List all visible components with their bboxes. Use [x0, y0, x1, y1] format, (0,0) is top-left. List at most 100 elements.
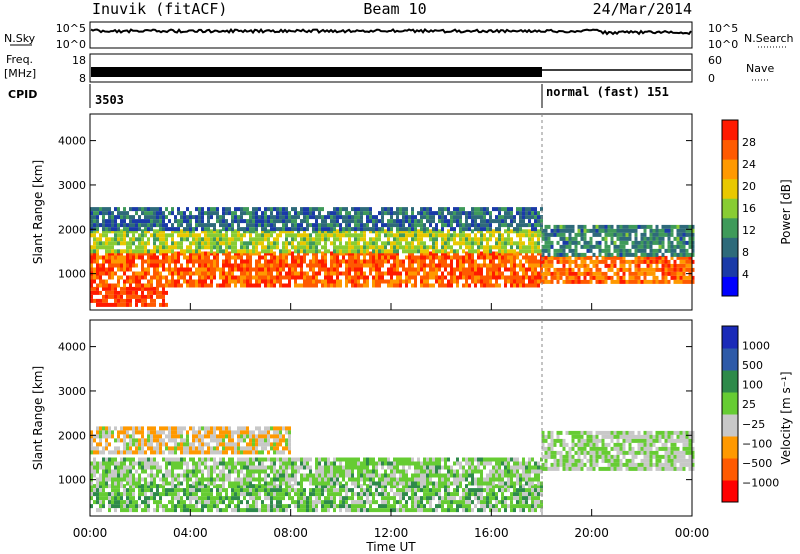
- heatmap-cell-0-1: [156, 263, 159, 268]
- heatmap-cell-0-3: [498, 211, 501, 216]
- heatmap-cell-1-1: [246, 481, 249, 486]
- heatmap-cell-0-3: [342, 219, 345, 224]
- heatmap-cell-1-0: [216, 496, 219, 501]
- heatmap-cell-0-2: [501, 245, 504, 250]
- heatmap-cell-0-1: [345, 263, 348, 268]
- heatmap-cell-0-2: [294, 237, 297, 242]
- heatmap-cell-0-4: [688, 255, 692, 260]
- heatmap-cell-0-2: [318, 237, 321, 242]
- heatmap-cell-0-4: [679, 271, 683, 276]
- heatmap-cell-1-0: [525, 504, 528, 509]
- heatmap-cell-0-1: [234, 255, 237, 260]
- heatmap-cell-1-1: [429, 473, 432, 478]
- heatmap-cell-0-3: [354, 223, 357, 228]
- heatmap-cell-1-0: [423, 508, 426, 513]
- heatmap-cell-0-1: [135, 271, 138, 276]
- heatmap-cell-0-4: [652, 267, 656, 272]
- heatmap-cell-0-3: [117, 211, 120, 216]
- heatmap-cell-1-0: [414, 488, 417, 493]
- heatmap-cell-0-1: [225, 263, 228, 268]
- heatmap-cell-1-0: [426, 488, 429, 493]
- heatmap-cell-0-2: [411, 233, 414, 238]
- heatmap-cell-0-3: [303, 215, 306, 220]
- heatmap-cell-1-0: [480, 484, 483, 489]
- heatmap-cell-0-1: [288, 251, 291, 256]
- heatmap-cell-0-4: [589, 275, 593, 280]
- heatmap-cell-0-2: [480, 245, 483, 250]
- heatmap-cell-0-2: [408, 229, 411, 234]
- heatmap-cell-1-1: [315, 473, 318, 478]
- heatmap-cell-0-2: [261, 233, 264, 238]
- heatmap-cell-0-2: [159, 249, 162, 254]
- heatmap-cell-0-2: [465, 233, 468, 238]
- heatmap-cell-1-1: [270, 469, 273, 474]
- heatmap-cell-0-2: [156, 229, 159, 234]
- heatmap-cell-1-1: [234, 465, 237, 470]
- heatmap-cell-0-1: [114, 255, 117, 260]
- heatmap-cell-0-5: [670, 252, 674, 257]
- heatmap-cell-0-4: [673, 275, 677, 280]
- heatmap-cell-0-2: [510, 237, 513, 242]
- heatmap-cell-0-3: [402, 207, 405, 212]
- heatmap-cell-0-3: [108, 223, 111, 228]
- heatmap-cell-0-1: [426, 271, 429, 276]
- heatmap-cell-0-4: [589, 259, 593, 264]
- heatmap-cell-0-3: [327, 215, 330, 220]
- heatmap-cell-0-3: [312, 211, 315, 216]
- heatmap-cell-0-5: [592, 252, 596, 257]
- heatmap-cell-1-0: [489, 484, 492, 489]
- heatmap-cell-1-1: [444, 473, 447, 478]
- heatmap-cell-0-1: [312, 263, 315, 268]
- heatmap-cell-1-0: [159, 496, 162, 501]
- heatmap-cell-1-0: [438, 488, 441, 493]
- heatmap-cell-1-0: [108, 504, 111, 509]
- heatmap-cell-0-1: [357, 267, 360, 272]
- heatmap-cell-0-5: [667, 228, 671, 233]
- heatmap-cell-0-3: [366, 215, 369, 220]
- heatmap-cell-1-0: [357, 508, 360, 513]
- heatmap-cell-0-3: [150, 207, 153, 212]
- heatmap-cell-0-1: [123, 267, 126, 272]
- heatmap-cell-0-1: [147, 255, 150, 260]
- heatmap-cell-0-1: [513, 255, 516, 260]
- heatmap-cell-0-2: [204, 241, 207, 246]
- heatmap-cell-1-0: [117, 496, 120, 501]
- heatmap-cell-0-3: [381, 211, 384, 216]
- heatmap-cell-1-1: [339, 457, 342, 462]
- heatmap-cell-0-3: [294, 207, 297, 212]
- heatmap-cell-0-1: [435, 263, 438, 268]
- heatmap-cell-0-5: [655, 252, 659, 257]
- heatmap-cell-0-3: [90, 223, 93, 228]
- heatmap-cell-1-1: [333, 465, 336, 470]
- heatmap-cell-1-0: [255, 492, 258, 497]
- heatmap-cell-1-0: [180, 488, 183, 493]
- heatmap-cell-0-4: [607, 275, 611, 280]
- heatmap-cell-1-0: [408, 508, 411, 513]
- heatmap-cell-0-3: [474, 227, 477, 232]
- heatmap-cell-0-4: [685, 255, 689, 260]
- heatmap-cell-1-0: [501, 496, 504, 501]
- heatmap-cell-1-1: [396, 457, 399, 462]
- heatmap-cell-0-2: [120, 229, 123, 234]
- heatmap-cell-1-0: [342, 496, 345, 501]
- heatmap-cell-1-0: [186, 504, 189, 509]
- heatmap-cell-1-1: [462, 477, 465, 482]
- heatmap-cell-0-4: [580, 255, 584, 260]
- heatmap-cell-0-3: [504, 211, 507, 216]
- heatmap-cell-1-1: [210, 465, 213, 470]
- heatmap-cell-0-3: [153, 219, 156, 224]
- heatmap-cell-0-2: [147, 237, 150, 242]
- heatmap-cell-0-5: [649, 252, 653, 257]
- heatmap-cell-1-0: [438, 484, 441, 489]
- heatmap-cell-0-4: [673, 263, 677, 268]
- heatmap-cell-0-3: [123, 219, 126, 224]
- heatmap-cell-0-3: [261, 223, 264, 228]
- heatmap-cell-0-4: [688, 267, 692, 272]
- heatmap-cell-1-0: [315, 492, 318, 497]
- heatmap-cell-0-1: [441, 271, 444, 276]
- heatmap-cell-1-0: [264, 488, 267, 493]
- heatmap-cell-1-0: [453, 500, 456, 505]
- heatmap-cell-0-3: [138, 223, 141, 228]
- heatmap-cell-0-0: [99, 298, 102, 303]
- heatmap-cell-0-3: [408, 219, 411, 224]
